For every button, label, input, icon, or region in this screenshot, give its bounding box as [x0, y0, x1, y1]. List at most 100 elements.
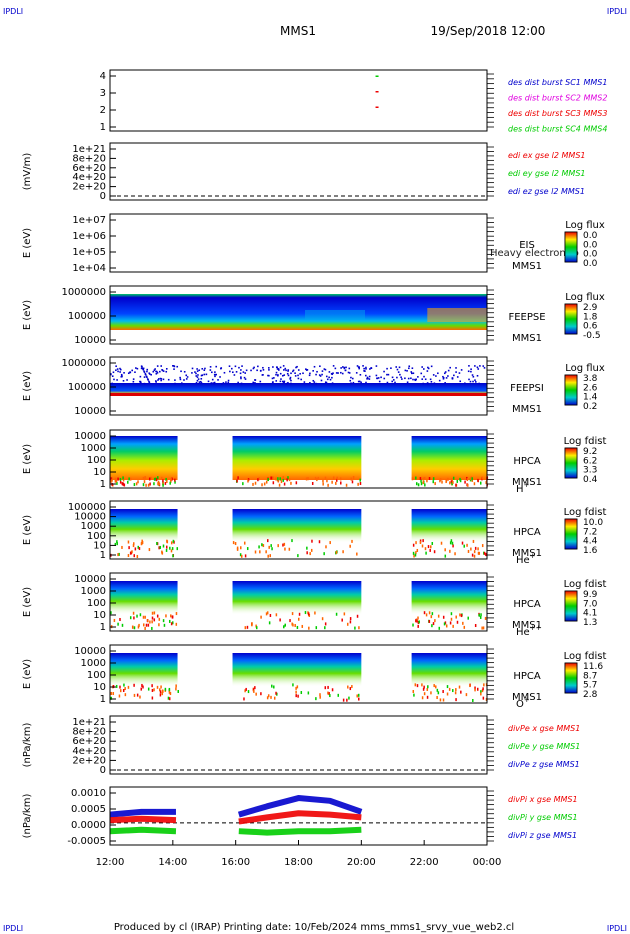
feepsi-speckle	[160, 379, 162, 382]
hpca-speckle	[451, 478, 454, 482]
ytick-label: 1e+21	[72, 144, 106, 155]
hpca-speckle	[445, 480, 447, 484]
hpca-speckle	[165, 548, 168, 552]
footer-text: Produced by cl (IRAP) Printing date: 10/…	[114, 922, 514, 933]
hpca-speckle	[114, 542, 117, 546]
hpca-speckle	[136, 693, 139, 697]
feepsi-speckle	[426, 382, 429, 384]
feepsi-speckle	[306, 369, 309, 371]
ytick-label: 10	[93, 682, 106, 693]
hpca-speckle	[282, 543, 284, 547]
burst-marker	[375, 75, 379, 77]
feepsi-speckle	[235, 371, 238, 373]
hpca-speckle	[132, 625, 134, 629]
colorbar-title: Log fdist	[564, 507, 607, 518]
feepse-feature	[305, 310, 365, 320]
feepsi-speckle	[200, 378, 203, 380]
feepsi-speckle	[229, 370, 231, 373]
hpca-speckle	[324, 476, 327, 480]
feepsi-speckle	[363, 370, 365, 372]
hpca-speckle	[243, 541, 246, 545]
hpca-speckle	[359, 478, 361, 482]
hpca-speckle	[455, 615, 457, 619]
hpca-speckle	[452, 476, 455, 480]
feepsi-speckle	[141, 366, 143, 368]
feepsi-speckle	[241, 365, 243, 367]
feepsi-speckle	[186, 376, 189, 378]
feepsi-speckle	[407, 377, 410, 380]
feepsi-speckle	[369, 368, 371, 370]
feepsi-speckle	[366, 376, 369, 379]
colorbar-tick: 2.8	[583, 690, 598, 700]
hpca-speckle	[340, 481, 342, 485]
feepsi-speckle	[221, 382, 223, 385]
hpca-speckle	[435, 685, 437, 689]
feepsi-speckle	[295, 366, 297, 369]
hpca-speckle	[159, 690, 162, 694]
hpca-speckle	[436, 696, 438, 700]
hpca-speckle	[160, 685, 162, 689]
hpca-speckle	[346, 622, 349, 626]
hpca-speckle	[170, 541, 173, 545]
hpca-speckle	[331, 688, 334, 692]
feepsi-speckle	[268, 369, 270, 371]
instrument-label: EIS	[519, 240, 535, 251]
hpca-speckle	[169, 692, 172, 696]
feepsi-speckle	[279, 380, 282, 383]
feepsi-speckle	[207, 380, 210, 383]
feepsi-speckle	[156, 370, 158, 373]
feepsi-speckle	[131, 369, 134, 372]
feepsi-speckle	[303, 381, 306, 383]
feepsi-speckle	[423, 375, 425, 378]
feepsi-speckle	[427, 366, 429, 369]
hpca-speckle	[446, 685, 449, 689]
ytick-label: 0.0000	[71, 820, 106, 831]
hpca-speckle	[445, 624, 448, 628]
panel-eis: Heavy electron to 1e+07 1e+06 1e+05 1e+04 E (…	[22, 213, 605, 274]
hpca-speckle	[110, 691, 113, 695]
feepsi-speckle	[145, 375, 148, 378]
hpca-speckle	[119, 477, 122, 481]
feepsi-speckle	[179, 376, 181, 379]
colorbar-tick: 8.7	[583, 671, 597, 681]
feepsi-speckle	[200, 374, 203, 377]
hpca-speckle	[117, 553, 119, 557]
hpca-speckle	[254, 481, 257, 485]
feepsi-speckle	[320, 379, 323, 382]
hpca-speckle	[467, 616, 469, 620]
hpca-speckle	[139, 695, 141, 699]
hpca-speckle	[342, 698, 345, 702]
hpca-speckle	[356, 614, 359, 618]
feepsi-speckle	[442, 377, 445, 380]
hpca-speckle	[148, 477, 151, 481]
xtick-label: 20:00	[347, 857, 376, 868]
feepsi-speckle	[289, 376, 292, 379]
hpca-speckle	[116, 481, 118, 485]
feepsi-speckle	[292, 370, 294, 373]
ytick-label: 1000	[81, 658, 106, 669]
hpca-speckle	[159, 688, 161, 692]
y-axis-label: E (eV)	[22, 587, 33, 617]
feepsi-speckle	[348, 372, 351, 374]
hpca-speckle	[138, 623, 140, 627]
hpca-spectrogram-block	[411, 653, 487, 687]
feepsi-speckle	[228, 365, 231, 367]
colorbar-fill	[564, 231, 578, 263]
feepsi-speckle	[476, 366, 479, 369]
feepsi-speckle	[146, 368, 149, 371]
feepsi-speckle	[483, 367, 486, 369]
hpca-speckle	[297, 554, 299, 558]
feepsi-speckle	[297, 377, 300, 380]
feepsi-speckle	[239, 372, 242, 375]
feepsi-speckle	[331, 373, 334, 376]
feepsi-speckle	[340, 367, 342, 369]
feepsi-speckle	[199, 380, 202, 383]
feepsi-speckle	[406, 381, 409, 384]
hpca-speckle	[133, 554, 135, 558]
feepsi-speckle	[123, 372, 125, 374]
feepsi-speckle	[233, 374, 236, 376]
hpca-speckle	[351, 480, 354, 484]
hpca-speckle	[271, 547, 273, 551]
hpca-speckle	[335, 612, 338, 616]
feepsi-speckle	[386, 367, 388, 370]
